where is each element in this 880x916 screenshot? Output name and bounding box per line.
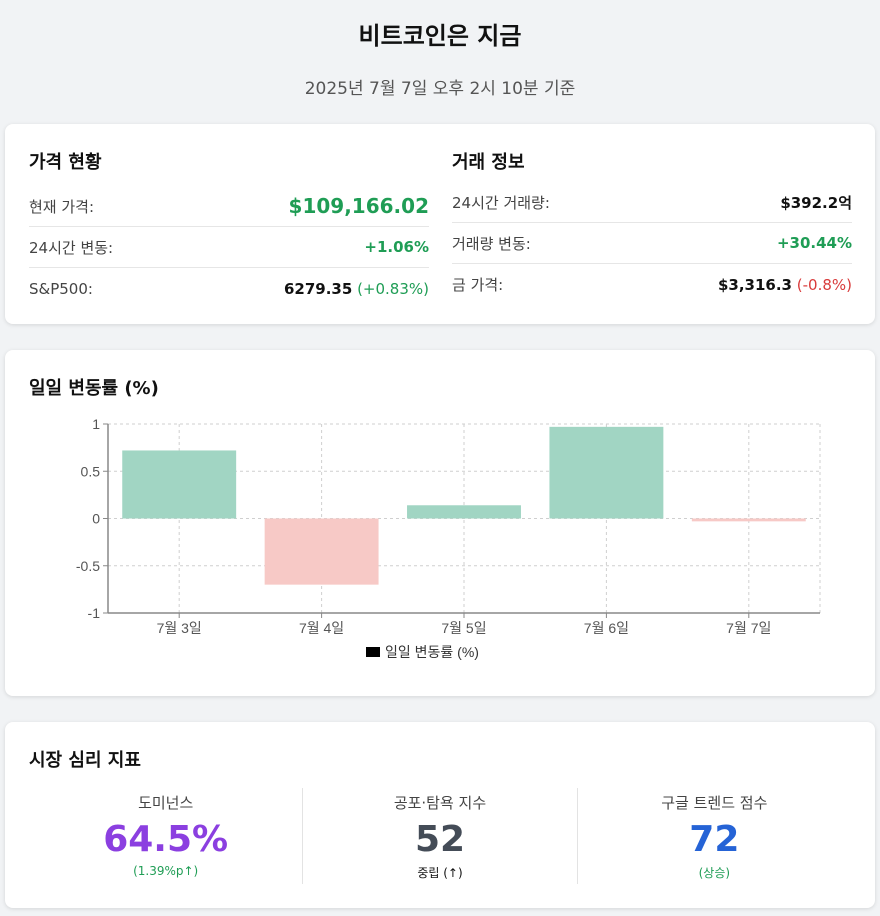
y-tick-label: 0.5	[81, 463, 101, 479]
google-trends-label: 구글 트렌드 점수	[661, 794, 768, 812]
legend-label: 일일 변동률 (%)	[385, 644, 479, 660]
gold-label: 금 가격:	[452, 276, 504, 294]
dominance-value: 64.5%	[103, 819, 229, 860]
sp500-row: S&P500: 6279.35 (+0.83%)	[29, 268, 429, 309]
page-subtitle: 2025년 7월 7일 오후 2시 10분 기준	[304, 79, 576, 99]
google-trends-note: (상승)	[698, 866, 731, 880]
trade-section: 거래 정보 24시간 거래량: $392.2억 거래량 변동: +30.44% …	[452, 148, 852, 305]
sp500-change: (+0.83%)	[357, 279, 429, 298]
change-24h-row: 24시간 변동: +1.06%	[29, 227, 429, 268]
fear-greed-label: 공포·탐욕 지수	[393, 794, 487, 812]
change-24h-label: 24시간 변동:	[29, 238, 114, 257]
bar-3	[407, 505, 521, 519]
y-tick-label: -0.5	[76, 558, 100, 574]
page-title: 비트코인은 지금	[358, 22, 522, 50]
sp500-label: S&P500:	[29, 279, 93, 298]
x-tick-label: 7월 6일	[584, 620, 629, 636]
volume-change-label: 거래량 변동:	[452, 234, 531, 253]
dominance-note: (1.39%p↑)	[133, 864, 199, 878]
bar-5	[691, 518, 806, 522]
current-price-value: $109,166.02	[288, 194, 429, 218]
current-price-row: 현재 가격: $109,166.02	[29, 186, 429, 227]
gold-row: 금 가격: $3,316.3 (-0.8%)	[452, 264, 852, 305]
volume-row: 24시간 거래량: $392.2억	[452, 182, 852, 223]
dominance-label: 도미넌스	[138, 794, 194, 812]
x-tick-label: 7월 4일	[299, 620, 344, 636]
gold-change: (-0.8%)	[796, 275, 852, 294]
chart-title: 일일 변동률 (%)	[29, 378, 159, 399]
x-tick-label: 7월 3일	[157, 620, 202, 636]
bar-1	[122, 450, 237, 519]
google-trends-value: 72	[689, 819, 740, 860]
sentiment-card: 시장 심리 지표 도미넌스 64.5% (1.39%p↑) 공포·탐욕 지수 5…	[5, 722, 875, 908]
sp500-value: 6279.35	[283, 279, 353, 298]
price-section-title: 가격 현황	[29, 152, 102, 173]
fear-greed-indicator: 공포·탐욕 지수 52 중립 (↑)	[302, 788, 576, 884]
x-tick-label: 7월 7일	[726, 620, 771, 636]
info-card: 가격 현황 현재 가격: $109,166.02 24시간 변동: +1.06%…	[5, 124, 875, 324]
volume-value: $392.2억	[780, 193, 852, 212]
y-tick-label: -1	[88, 605, 101, 621]
y-tick-label: 1	[92, 416, 100, 432]
legend-swatch	[366, 647, 380, 657]
volume-change-value: +30.44%	[776, 234, 852, 252]
change-24h-value: +1.06%	[364, 238, 429, 256]
trade-section-title: 거래 정보	[452, 152, 525, 173]
dominance-indicator: 도미넌스 64.5% (1.39%p↑)	[29, 788, 302, 884]
y-tick-label: 0	[92, 511, 100, 527]
google-trends-indicator: 구글 트렌드 점수 72 (상승)	[576, 788, 851, 884]
price-section: 가격 현황 현재 가격: $109,166.02 24시간 변동: +1.06%…	[29, 148, 429, 309]
sentiment-title: 시장 심리 지표	[29, 750, 141, 771]
chart-card: 일일 변동률 (%) 1 0.5 0 -0.5 -1 7월 3일 7월 4일 7월 5일 7월 …	[5, 350, 875, 696]
bar-2	[264, 518, 379, 585]
fear-greed-value: 52	[414, 819, 466, 860]
bar-4	[549, 426, 664, 519]
fear-greed-note: 중립 (↑)	[417, 866, 463, 880]
volume-change-row: 거래량 변동: +30.44%	[452, 223, 852, 264]
current-price-label: 현재 가격:	[29, 197, 95, 216]
volume-label: 24시간 거래량:	[452, 193, 550, 212]
x-tick-label: 7월 5일	[441, 620, 486, 636]
gold-value: $3,316.3	[717, 275, 792, 294]
